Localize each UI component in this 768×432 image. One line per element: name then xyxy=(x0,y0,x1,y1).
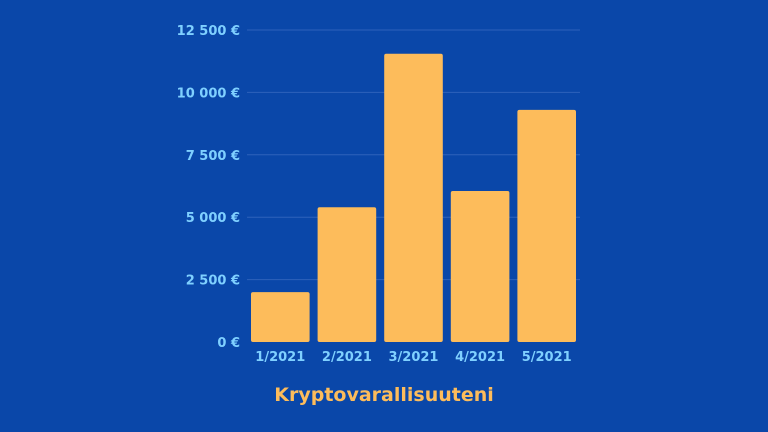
bars xyxy=(251,53,576,342)
bar-2-2021 xyxy=(317,207,377,342)
bar-5-2021 xyxy=(517,109,576,342)
x-tick-label: 2/2021 xyxy=(322,350,372,365)
bar-3-2021 xyxy=(384,53,443,342)
y-axis-ticks: 0 € 2 500 € 5 000 € 7 500 € 10 000 € 12 500 € xyxy=(177,24,240,351)
x-tick-label: 4/2021 xyxy=(455,350,505,365)
y-tick-label: 0 € xyxy=(217,336,240,351)
x-tick-label: 1/2021 xyxy=(255,350,305,365)
x-tick-label: 5/2021 xyxy=(522,350,572,365)
x-axis-ticks: 1/2021 2/2021 3/2021 4/2021 5/2021 xyxy=(255,350,571,365)
bar-4-2021 xyxy=(450,190,510,342)
y-tick-label: 7 500 € xyxy=(186,149,240,164)
x-tick-label: 3/2021 xyxy=(389,350,439,365)
y-tick-label: 10 000 € xyxy=(177,86,240,101)
y-tick-label: 12 500 € xyxy=(177,24,240,39)
bar-1-2021 xyxy=(251,292,310,342)
y-tick-label: 5 000 € xyxy=(186,211,240,226)
chart-title: Kryptovarallisuuteni xyxy=(274,384,494,406)
y-tick-label: 2 500 € xyxy=(186,274,240,289)
